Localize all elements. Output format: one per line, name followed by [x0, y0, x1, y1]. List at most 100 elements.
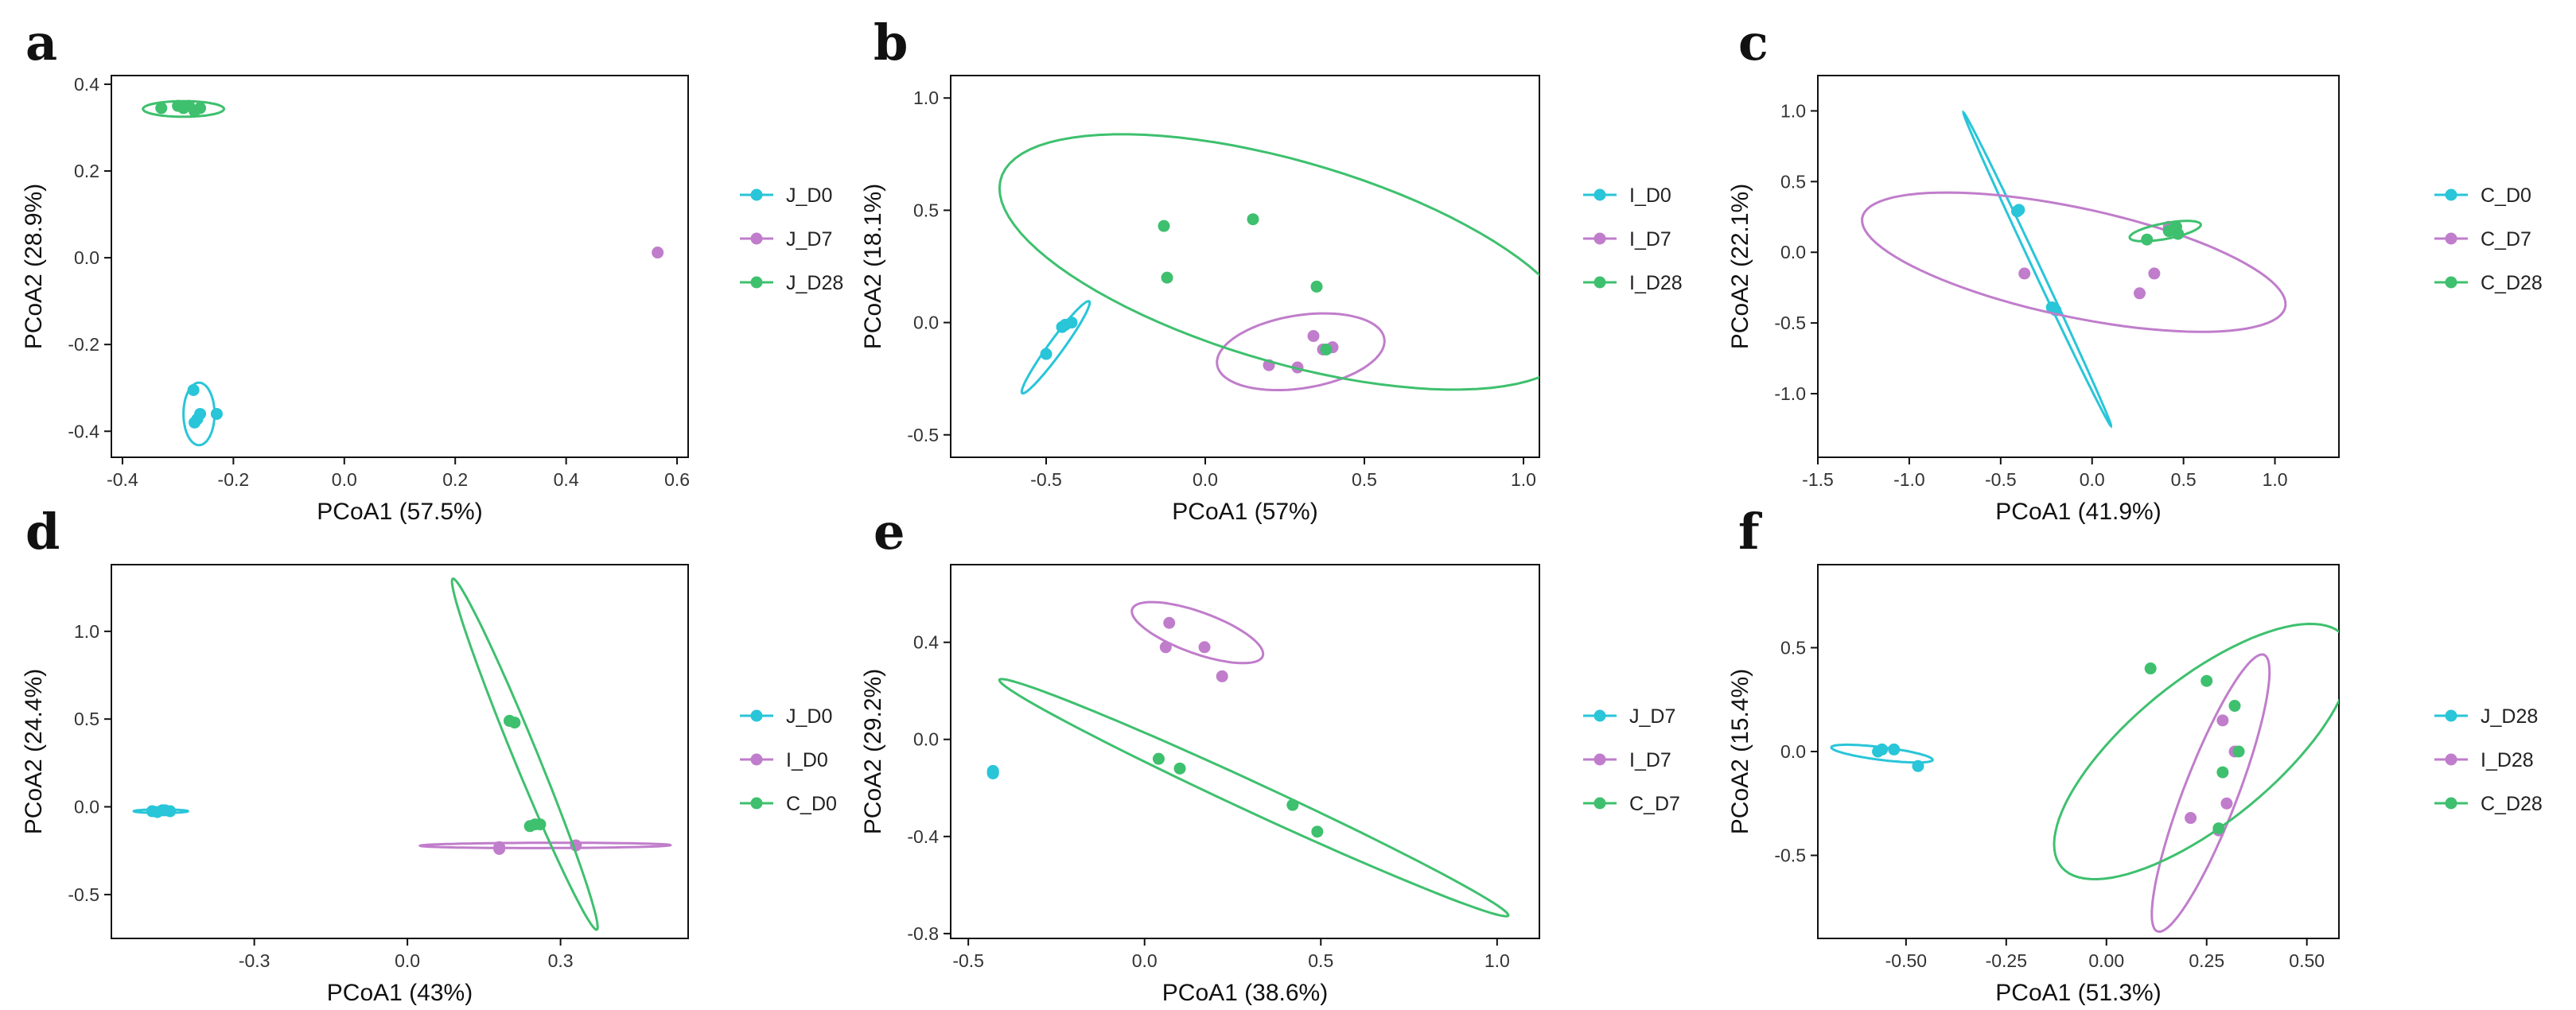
plot-area — [142, 99, 664, 447]
x-tick-label: -0.5 — [952, 950, 984, 971]
legend-key-dot — [750, 232, 763, 245]
panel-letter: b — [874, 14, 908, 72]
legend-key-dot — [1593, 753, 1606, 766]
series-C_D7 — [998, 678, 1510, 918]
confidence-ellipse — [1020, 300, 1091, 395]
y-tick-label: -0.2 — [68, 334, 99, 355]
panel-letter: f — [1738, 503, 1762, 561]
legend-label: C_D0 — [2481, 185, 2531, 207]
x-axis-title: PCoA1 (51.3%) — [1995, 980, 2161, 1006]
confidence-ellipse — [2053, 622, 2339, 881]
data-point — [652, 247, 664, 259]
x-tick-label: -1.0 — [1893, 469, 1925, 490]
x-tick-label: 0.50 — [2289, 950, 2325, 971]
series-C_D0 — [450, 577, 599, 931]
legend-key-dot — [1593, 276, 1606, 289]
confidence-ellipse — [998, 133, 1539, 391]
legend-label: I_D0 — [786, 749, 828, 771]
y-tick-label: 1.0 — [1780, 100, 1806, 121]
data-point — [194, 102, 207, 115]
legend-key-dot — [2445, 232, 2457, 245]
legend-label: I_D28 — [1629, 272, 1683, 294]
x-tick-label: 0.25 — [2189, 950, 2224, 971]
y-tick-label: 0.0 — [74, 247, 99, 268]
data-point — [156, 804, 169, 817]
x-tick-label: 0.0 — [332, 469, 357, 490]
data-point — [508, 717, 521, 729]
y-axis-title: PCoA2 (15.4%) — [1727, 669, 1753, 834]
legend-label: J_D0 — [786, 705, 832, 728]
confidence-ellipse — [2150, 653, 2271, 934]
x-tick-label: 1.0 — [2263, 469, 2288, 490]
y-tick-label: -1.0 — [1774, 383, 1806, 404]
data-point — [189, 416, 201, 429]
confidence-ellipse — [418, 841, 673, 849]
series-J_D28 — [142, 99, 226, 118]
data-point — [2141, 233, 2154, 246]
y-axis-title: PCoA2 (24.4%) — [21, 669, 47, 834]
legend-key-dot — [1593, 232, 1606, 245]
y-tick-label: 0.2 — [74, 161, 99, 181]
data-point — [2166, 223, 2179, 236]
panel-a: a -0.4 -0.2 0.0 0.2 0.4 0.6 -0.4 -0.2 0.0 0.2 0.4 PC… — [21, 14, 843, 525]
data-point — [493, 842, 506, 855]
legend-key-dot — [750, 188, 763, 201]
x-tick-label: 0.0 — [2080, 469, 2105, 490]
series-I_D28 — [2150, 653, 2271, 934]
data-point — [2018, 267, 2031, 280]
legend-label: C_D28 — [2481, 793, 2543, 815]
legend: J_D7 I_D7 C_D7 — [1583, 705, 1680, 815]
legend-label: J_D7 — [1629, 705, 1675, 728]
x-tick-label: 0.2 — [442, 469, 468, 490]
confidence-ellipse — [1861, 191, 2287, 333]
confidence-ellipse — [1830, 743, 1934, 764]
y-tick-label: -0.5 — [1774, 313, 1806, 333]
x-tick-label: -0.50 — [1885, 950, 1927, 971]
plot-area — [1830, 622, 2339, 934]
legend: J_D28 I_D28 C_D28 — [2434, 705, 2543, 815]
data-point — [523, 820, 536, 833]
data-point — [2220, 797, 2233, 810]
x-tick-label: -0.2 — [218, 469, 250, 490]
series-J_D7 — [652, 247, 664, 259]
legend-key-dot — [1593, 709, 1606, 722]
x-tick-label: -0.4 — [107, 469, 138, 490]
data-point — [2200, 674, 2213, 687]
legend: J_D0 J_D7 J_D28 — [740, 185, 843, 294]
x-tick-label: -0.3 — [239, 950, 270, 971]
legend-key-dot — [1593, 797, 1606, 810]
series-J_D0 — [132, 804, 189, 818]
panel-letter: e — [874, 503, 905, 561]
panel-e: e -0.5 0.0 0.5 1.0 -0.8 -0.4 0.0 0.4 PCoA1 (38.6%… — [860, 503, 1680, 1006]
y-tick-label: 1.0 — [913, 87, 939, 108]
y-tick-label: -0.4 — [907, 826, 939, 847]
y-tick-label: 0.0 — [74, 797, 99, 818]
data-point — [183, 99, 196, 112]
plot-area — [998, 133, 1539, 395]
y-tick-label: 0.0 — [913, 729, 939, 750]
plot-area — [132, 577, 673, 931]
series-C_D28 — [2053, 622, 2339, 881]
data-point — [2013, 204, 2025, 216]
x-tick-label: 0.0 — [1132, 950, 1158, 971]
plot-frame — [111, 564, 689, 939]
legend-key-dot — [2445, 709, 2457, 722]
panel-d: d -0.3 0.0 0.3 -0.5 0.0 0.5 1.0 PCoA1 (43%) PCoA2… — [21, 503, 837, 1006]
data-point — [1163, 616, 1176, 629]
x-tick-label: 0.4 — [554, 469, 579, 490]
legend: J_D0 I_D0 C_D0 — [740, 705, 837, 815]
data-point — [194, 407, 207, 420]
plot-area — [1861, 110, 2287, 429]
y-tick-label: 0.5 — [74, 709, 99, 729]
y-tick-label: 1.0 — [74, 621, 99, 642]
legend-label: I_D28 — [2481, 749, 2534, 771]
y-tick-label: 0.5 — [913, 200, 939, 220]
confidence-ellipse — [1130, 600, 1265, 665]
y-axis-title: PCoA2 (18.1%) — [860, 184, 886, 349]
legend-label: J_D28 — [2481, 705, 2538, 728]
legend-label: C_D7 — [1629, 793, 1680, 815]
data-point — [1320, 343, 1333, 355]
legend-label: J_D0 — [786, 185, 832, 207]
series-I_D0 — [1020, 300, 1091, 395]
y-axis-title: PCoA2 (29.2%) — [860, 669, 886, 834]
